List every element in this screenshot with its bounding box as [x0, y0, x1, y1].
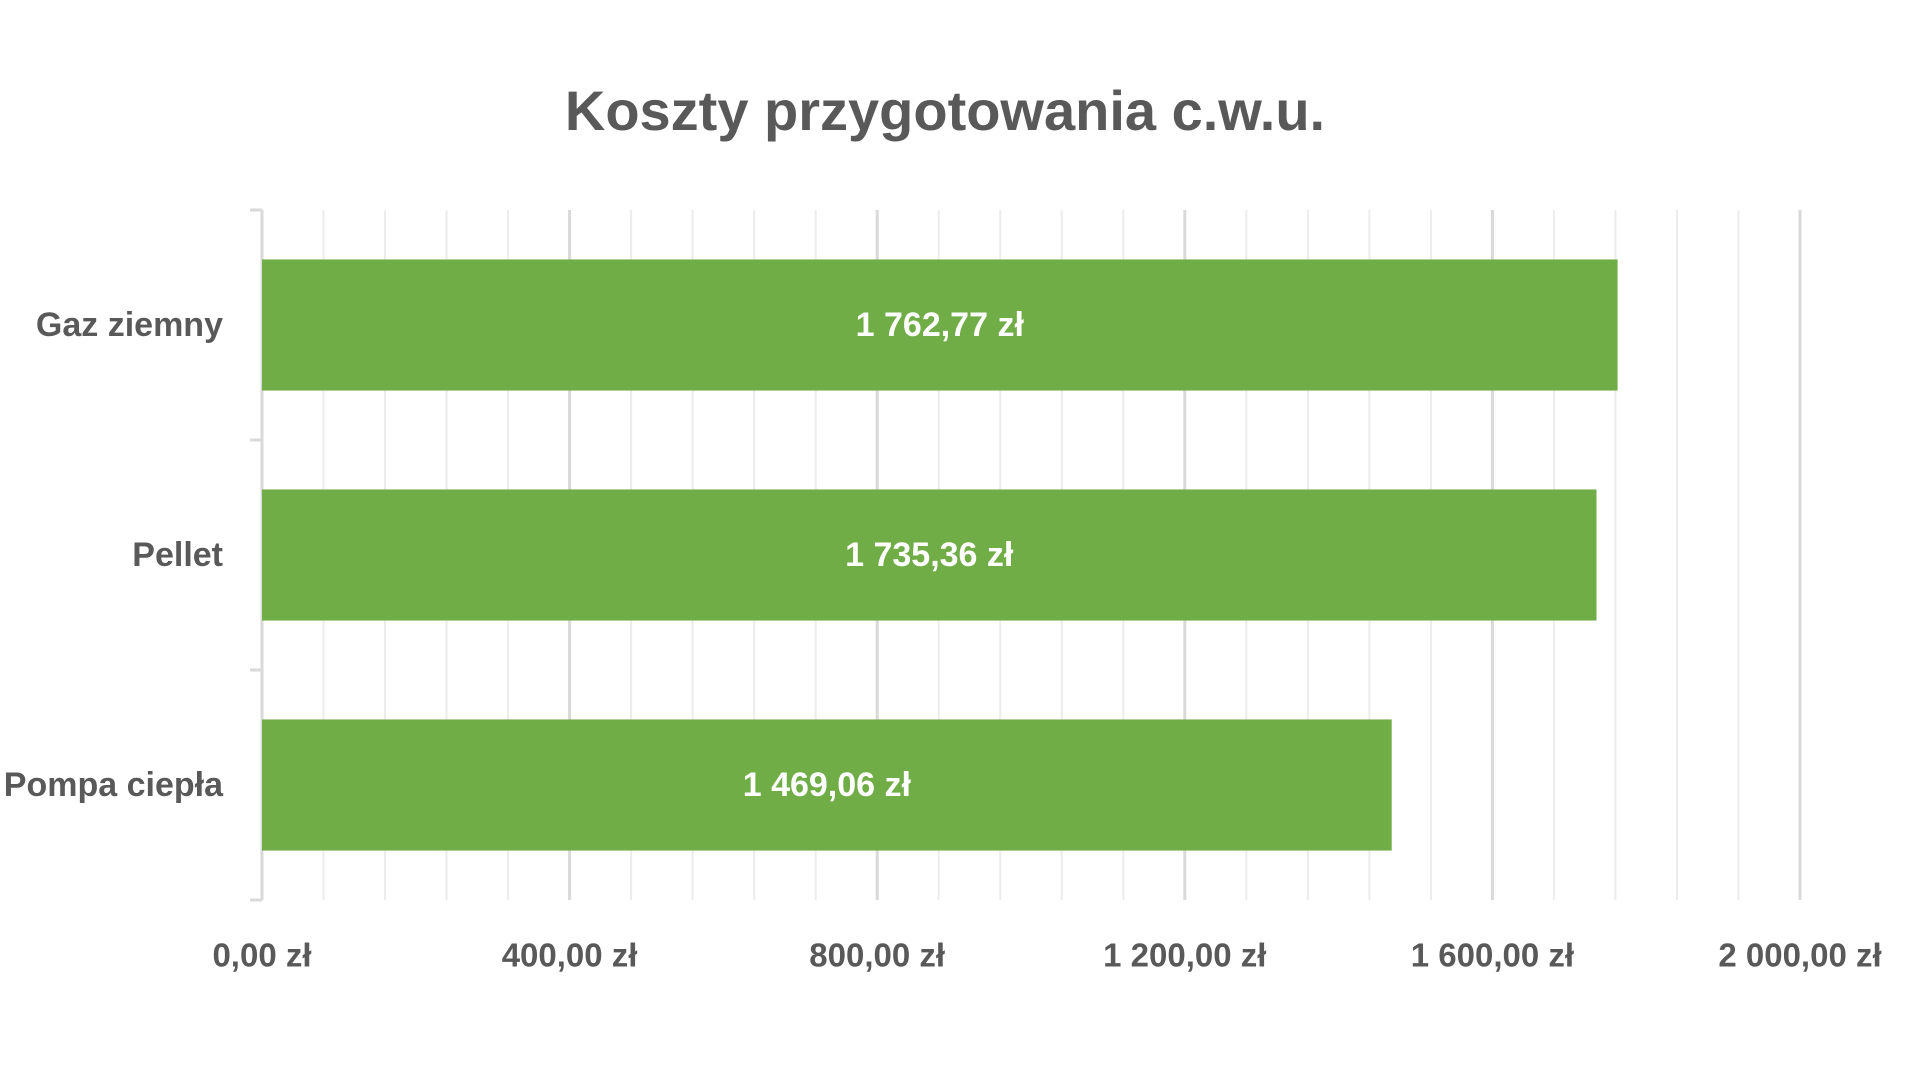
category-label: Pompa ciepła — [4, 766, 224, 804]
data-label: 1 735,36 zł — [845, 536, 1014, 574]
data-label: 1 469,06 zł — [743, 766, 912, 804]
category-label: Pellet — [132, 536, 223, 574]
data-labels: 1 762,77 zł 1 735,36 zł 1 469,06 zł — [743, 306, 1025, 804]
x-tick-labels: 0,00 zł 400,00 zł 800,00 zł 1 200,00 zł 1 60… — [212, 937, 1881, 974]
x-tick-label: 800,00 zł — [809, 937, 945, 974]
bar — [262, 259, 1618, 391]
category-labels: Gaz ziemny Pellet Pompa ciepła — [4, 306, 224, 804]
category-axis — [250, 208, 264, 902]
category-label: Gaz ziemny — [36, 306, 223, 344]
x-tick-label: 1 600,00 zł — [1411, 937, 1574, 974]
x-tick-label: 400,00 zł — [502, 937, 638, 974]
data-label: 1 762,77 zł — [856, 306, 1025, 344]
x-tick-label: 2 000,00 zł — [1718, 937, 1881, 974]
bar-series — [262, 259, 1618, 851]
bar — [262, 489, 1597, 621]
chart-title: Koszty przygotowania c.w.u. — [564, 79, 1326, 142]
x-tick-label: 1 200,00 zł — [1103, 937, 1266, 974]
x-tick-label: 0,00 zł — [212, 937, 311, 974]
bar — [262, 719, 1392, 851]
